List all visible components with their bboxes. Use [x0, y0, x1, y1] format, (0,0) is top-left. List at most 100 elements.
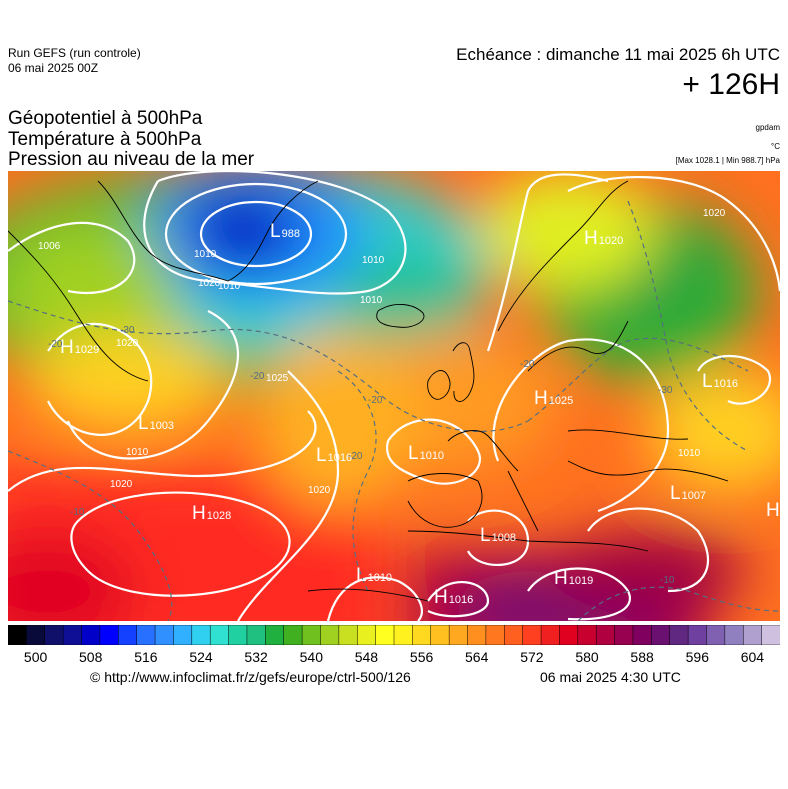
pc-1: H1029: [60, 337, 99, 358]
pc-7-letter: H: [584, 228, 598, 249]
pc-3: H1028: [192, 503, 231, 524]
pc-13-letter: H: [554, 568, 568, 589]
colorbar-cell: [522, 625, 542, 645]
pc-6: H1025: [534, 388, 573, 409]
colorbar-tick-label: 588: [630, 649, 654, 665]
pc-5-letter: L: [408, 443, 419, 464]
isobar-value-labels: 1006 1020 1010 1010 1010 1020 1025 1010 …: [38, 208, 726, 496]
pc-12-value: 1016: [449, 594, 473, 606]
isobar-label-1: 1020: [116, 338, 139, 349]
pc-0: L988: [270, 221, 300, 242]
colorbar-cell: [301, 625, 322, 645]
pc-3-letter: H: [192, 503, 206, 524]
pressure-range: [Max 1028.1 | Min 988.7] hPa: [675, 156, 780, 165]
colorbar-cell: [118, 625, 138, 645]
colorbar-cell: [485, 625, 506, 645]
isobar-label-4: 1010: [360, 295, 383, 306]
colorbar-cell: [632, 625, 653, 645]
pc-11-value: 1010: [368, 572, 392, 584]
pc-8-value: 1016: [714, 378, 738, 390]
colorbar-cell: [356, 625, 377, 645]
geopotential-colorbar: [8, 625, 780, 645]
colorbar-tick-label: 580: [575, 649, 599, 665]
colorbar-cell: [191, 625, 211, 645]
isobar-label-6: 1025: [266, 373, 289, 384]
pc-11-letter: L: [356, 565, 367, 586]
param-temperature: Température à 500hPa: [8, 129, 202, 150]
pc-14-letter: H: [766, 500, 780, 521]
isobar-label-7: 1010: [218, 281, 241, 292]
colorbar-cell: [154, 625, 175, 645]
pc-5: L1010: [408, 443, 444, 464]
isobar-label-2: 1010: [126, 447, 149, 458]
colorbar-cell: [283, 625, 303, 645]
isobar-label-3: 1010: [362, 255, 385, 266]
colorbar-cell: [26, 625, 46, 645]
isotherm-label-8: -10: [660, 575, 675, 586]
colorbar-cell: [246, 625, 267, 645]
pc-11: L1010: [356, 565, 392, 586]
run-title: Run GEFS (run controle): [8, 46, 141, 60]
param-pressure: Pression au niveau de la mer: [8, 149, 255, 170]
colorbar-tick-label: 508: [79, 649, 103, 665]
pc-9-value: 1007: [682, 490, 706, 502]
pc-12: H1016: [434, 587, 473, 608]
pc-9-letter: L: [670, 483, 681, 504]
colorbar-cell: [651, 625, 671, 645]
colorbar-tick-label: 524: [189, 649, 213, 665]
isobar-label-9: 1020: [703, 208, 726, 219]
colorbar-cell: [62, 625, 83, 645]
pc-1-letter: H: [60, 337, 74, 358]
pc-14: H: [766, 500, 780, 521]
colorbar-tick-label: 516: [134, 649, 158, 665]
colorbar-cell: [761, 625, 780, 645]
colorbar-cell: [448, 625, 469, 645]
isotherm-label-4: -20: [250, 371, 265, 382]
isotherm-label-2: -20: [368, 395, 383, 406]
isobar-label-12: 1020: [198, 278, 221, 289]
colorbar-tick-label: 500: [23, 649, 48, 665]
run-date: 06 mai 2025 00Z: [8, 61, 99, 75]
pc-2: L1003: [138, 413, 174, 434]
colorbar-cell: [540, 625, 561, 645]
pc-6-value: 1025: [549, 395, 573, 407]
pc-10: L1008: [480, 525, 516, 546]
colorbar-cell: [559, 625, 579, 645]
colorbar-cell: [412, 625, 432, 645]
colorbar-cell: [320, 625, 340, 645]
source-credit: © http://www.infoclimat.fr/z/gefs/europe…: [90, 669, 411, 685]
pc-6-letter: H: [534, 388, 548, 409]
colorbar-cell: [669, 625, 689, 645]
isobar-label-11: 1010: [194, 249, 217, 260]
pc-7-value: 1020: [599, 235, 623, 247]
colorbar-tick-label: 604: [740, 649, 765, 665]
unit-geopotential: gpdam: [755, 123, 780, 132]
colorbar-cell: [44, 625, 64, 645]
pc-7: H1020: [584, 228, 623, 249]
colorbar-cell: [136, 625, 156, 645]
isotherm-label-5: -30: [658, 385, 673, 396]
colorbar-cell: [375, 625, 395, 645]
pc-0-letter: L: [270, 221, 281, 242]
colorbar-cell: [724, 625, 744, 645]
pc-10-value: 1008: [492, 532, 516, 544]
forecast-offset: + 126H: [682, 68, 780, 101]
pc-10-letter: L: [480, 525, 491, 546]
pc-1-value: 1029: [75, 344, 99, 356]
pc-2-letter: L: [138, 413, 149, 434]
forecast-valid-time: Echéance : dimanche 11 mai 2025 6h UTC: [456, 45, 780, 64]
pc-0-value: 988: [282, 228, 300, 240]
weather-map: L988 H1029 L1003 H1028 L1016 L1010 H1025…: [8, 171, 780, 621]
generation-time: 06 mai 2025 4:30 UTC: [540, 669, 681, 685]
colorbar-tick-label: 548: [354, 649, 379, 665]
colorbar-cell: [393, 625, 414, 645]
pc-13-value: 1019: [569, 575, 593, 587]
pc-4: L1016: [316, 445, 352, 466]
colorbar-cell: [467, 625, 487, 645]
pc-4-letter: L: [316, 445, 327, 466]
colorbar-cell: [430, 625, 450, 645]
colorbar-cell: [173, 625, 193, 645]
colorbar-cell: [742, 625, 763, 645]
colorbar-cell: [209, 625, 230, 645]
pc-3-value: 1028: [207, 510, 231, 522]
